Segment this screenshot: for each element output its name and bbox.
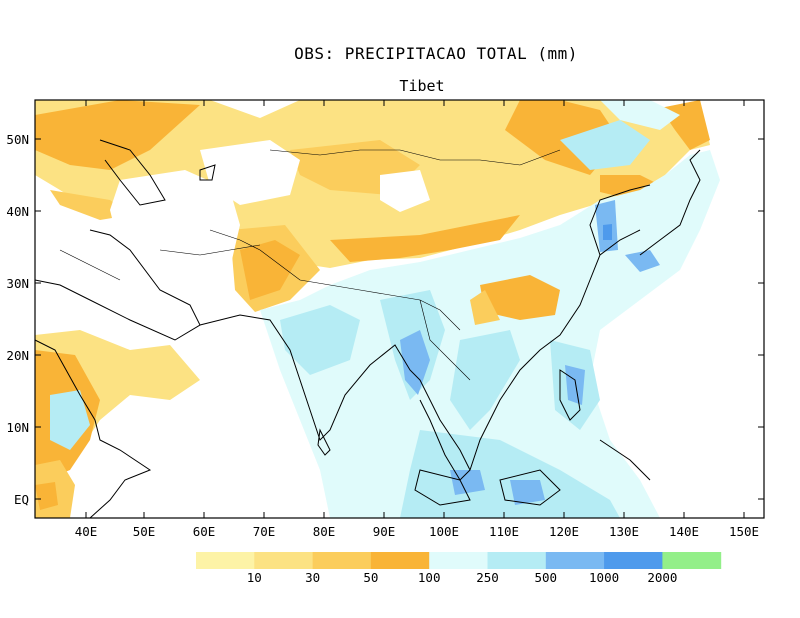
longitude-axis: 40E 50E 60E 70E 80E 90E 100E 110E 120E 130E 140E 15…: [75, 100, 759, 539]
legend-label: 10: [247, 570, 262, 585]
legend-swatch: [662, 552, 722, 569]
legend-label: 250: [476, 570, 499, 585]
lon-label: 100E: [429, 524, 459, 539]
lat-label: 20N: [6, 348, 29, 363]
legend-swatch: [487, 552, 547, 569]
lon-label: 70E: [253, 524, 276, 539]
color-legend: 10 30 50 100 250 500 1000 2000: [196, 552, 722, 585]
legend-label: 100: [418, 570, 441, 585]
legend-label: 2000: [647, 570, 677, 585]
lon-label: 60E: [193, 524, 216, 539]
lat-label: 10N: [6, 420, 29, 435]
legend-swatch: [370, 552, 430, 569]
chart-subtitle: Tibet: [399, 77, 445, 95]
legend-swatch: [254, 552, 314, 569]
lon-label: 40E: [75, 524, 98, 539]
lon-label: 150E: [729, 524, 759, 539]
chart-title: OBS: PRECIPITACAO TOTAL (mm): [294, 44, 578, 63]
precipitation-field: [35, 100, 764, 518]
lon-label: 50E: [133, 524, 156, 539]
coastlines: [34, 139, 701, 519]
lon-label: 110E: [489, 524, 519, 539]
lon-label: 120E: [549, 524, 579, 539]
legend-swatch: [312, 552, 372, 569]
legend-swatch: [545, 552, 605, 569]
lat-label: EQ: [14, 492, 29, 507]
lon-label: 130E: [609, 524, 639, 539]
legend-label: 1000: [589, 570, 619, 585]
legend-swatch: [196, 552, 255, 569]
lon-label: 90E: [373, 524, 396, 539]
map-frame: [34, 99, 765, 519]
country-borders: [59, 149, 561, 381]
lon-label: 140E: [669, 524, 699, 539]
legend-swatch: [429, 552, 488, 569]
lat-label: 40N: [6, 204, 29, 219]
legend-label: 30: [305, 570, 320, 585]
latitude-axis: 50N 40N 30N 20N 10N EQ: [6, 132, 764, 507]
legend-label: 500: [535, 570, 558, 585]
lon-label: 80E: [313, 524, 336, 539]
lat-label: 50N: [6, 132, 29, 147]
lat-label: 30N: [6, 276, 29, 291]
legend-label: 50: [363, 570, 378, 585]
legend-swatch: [604, 552, 663, 569]
